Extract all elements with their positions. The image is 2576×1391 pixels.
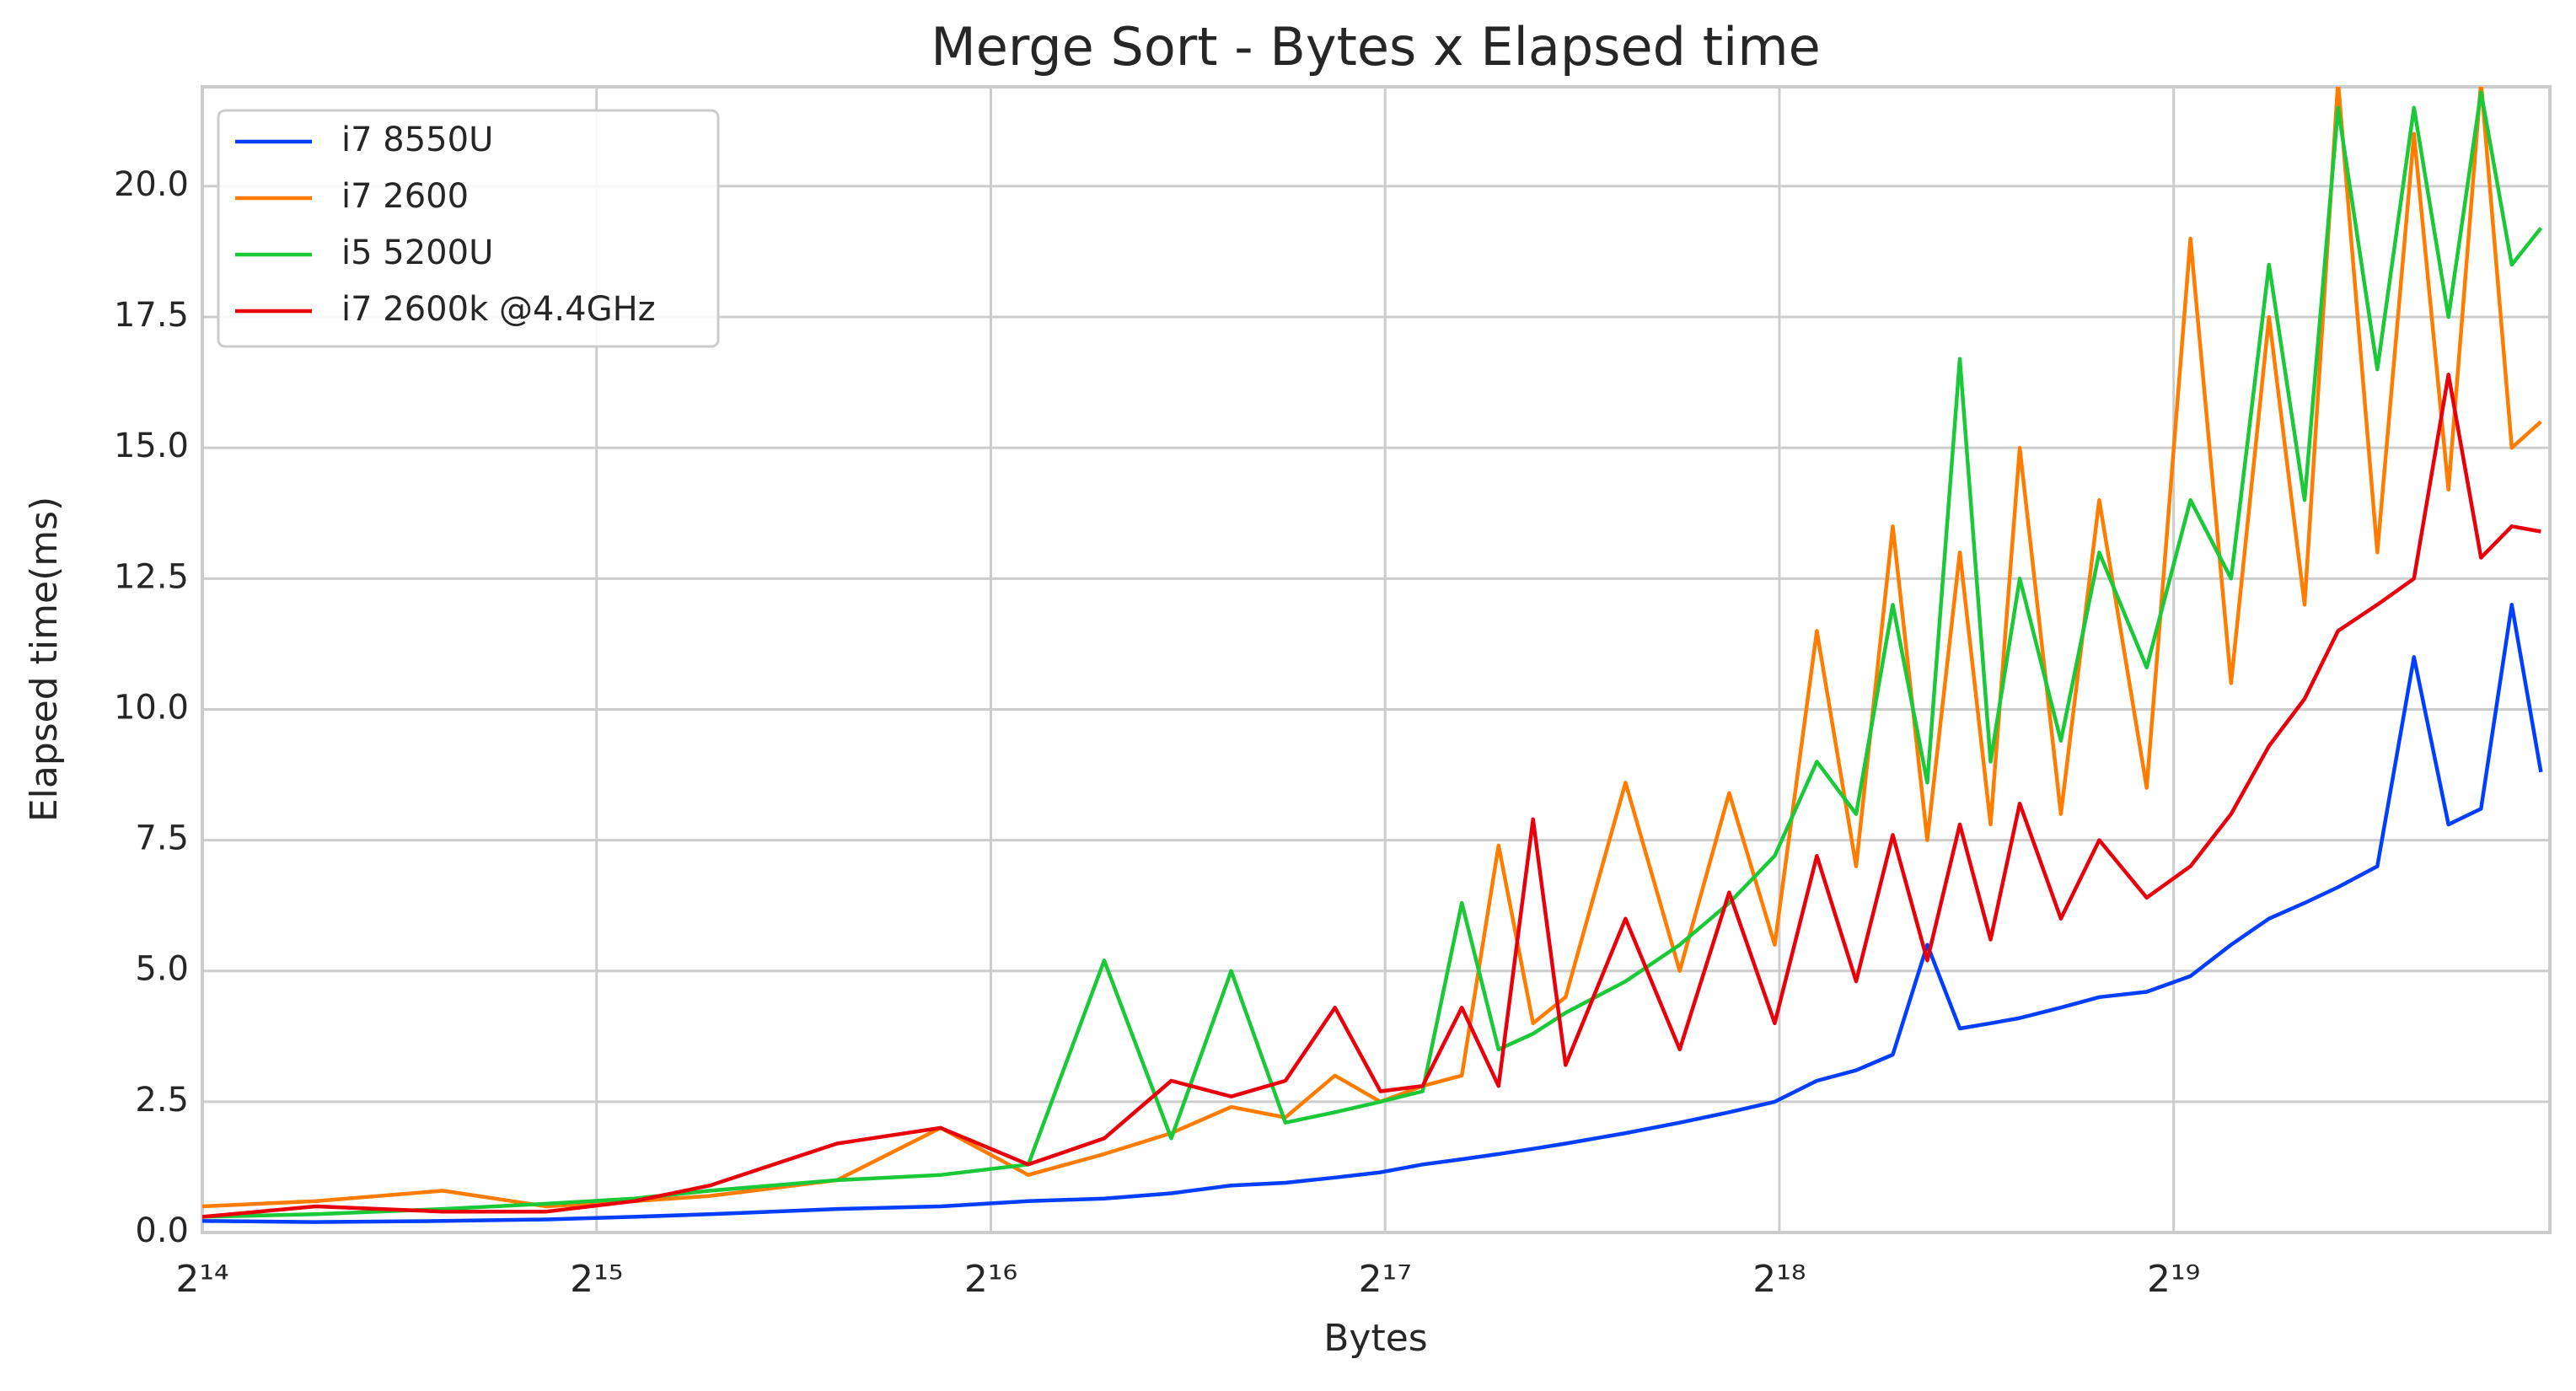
y-tick-label: 17.5 xyxy=(114,296,189,335)
y-tick-label: 15.0 xyxy=(114,427,189,465)
y-tick-label: 2.5 xyxy=(135,1081,189,1120)
series-line xyxy=(202,603,2543,1224)
legend-label: i5 5200U xyxy=(341,234,493,272)
x-tick-label: 2¹⁸ xyxy=(1752,1258,1806,1301)
legend-box xyxy=(217,109,720,348)
plot-frame xyxy=(201,85,2552,1234)
x-tick-label: 2¹⁷ xyxy=(1359,1258,1412,1301)
series-line xyxy=(202,87,2542,1209)
x-tick-label: 2¹⁴ xyxy=(175,1258,228,1301)
y-tick-label: 5.0 xyxy=(135,950,189,989)
series-line xyxy=(202,373,2541,1219)
x-tick-label: 2¹⁹ xyxy=(2147,1258,2200,1301)
x-axis-label: Bytes xyxy=(1323,1317,1427,1360)
legend-label: i7 2600k @4.4GHz xyxy=(341,290,656,329)
x-tick-label: 2¹⁵ xyxy=(570,1258,623,1301)
y-tick-label: 12.5 xyxy=(114,557,189,596)
series-line xyxy=(202,89,2543,1219)
y-tick-label: 10.0 xyxy=(114,688,189,727)
legend-label: i7 2600 xyxy=(341,177,469,216)
y-tick-label: 20.0 xyxy=(114,165,189,204)
y-tick-label: 0.0 xyxy=(135,1211,189,1250)
chart-title: Merge Sort - Bytes x Elapsed time xyxy=(931,16,1821,78)
legend-label: i7 8550U xyxy=(341,121,493,159)
y-axis-label: Elapsed time(ms) xyxy=(23,497,66,822)
y-tick-label: 7.5 xyxy=(135,819,189,858)
x-tick-label: 2¹⁶ xyxy=(964,1258,1017,1301)
